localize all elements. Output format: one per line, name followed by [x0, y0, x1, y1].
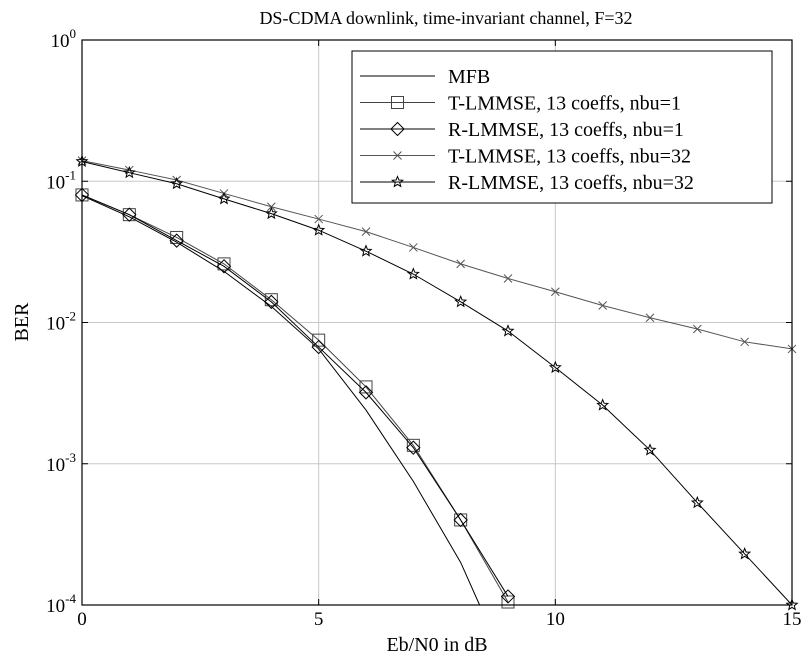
data-point: [406, 438, 420, 452]
legend-marker: [390, 121, 405, 137]
legend: MFB T-LMMSE, 13 coeffs, nbu=1 R-LMMSE, 13 …: [351, 50, 773, 204]
x-tick-label: 15: [783, 609, 802, 630]
data-point: [169, 233, 184, 248]
data-point: [264, 206, 278, 220]
data-point: [314, 214, 324, 224]
y-axis-label: BER: [11, 302, 33, 342]
data-point: [456, 259, 466, 269]
legend-label: T-LMMSE, 13 coeffs, nbu=32: [448, 146, 691, 168]
legend-label: R-LMMSE, 13 coeffs, nbu=1: [448, 119, 684, 141]
x-tick-label: 0: [77, 609, 87, 630]
data-point: [738, 547, 752, 560]
x-tick-label: 5: [314, 609, 324, 630]
data-point: [740, 337, 750, 347]
y-tick-label: 10-1: [46, 167, 76, 193]
legend-entry-2: T-LMMSE, 13 coeffs, nbu=1: [360, 93, 681, 115]
data-point: [596, 398, 610, 411]
data-point: [359, 244, 373, 257]
legend-entry-3: R-LMMSE, 13 coeffs, nbu=1: [360, 119, 684, 141]
data-point: [548, 360, 562, 374]
legend-entry-4: T-LMMSE, 13 coeffs, nbu=32: [360, 146, 691, 168]
data-point: [785, 598, 799, 611]
data-point: [358, 385, 374, 400]
data-point: [170, 176, 184, 190]
legend-label: R-LMMSE, 13 coeffs, nbu=32: [448, 172, 694, 194]
chart-title: DS-CDMA downlink, time-invariant channel…: [259, 8, 632, 28]
series-line: [81, 194, 509, 603]
y-tick-label: 10-3: [46, 450, 76, 476]
data-point: [312, 333, 326, 347]
data-point: [406, 267, 420, 280]
data-point: [264, 294, 279, 310]
x-tick-label: 10: [546, 609, 565, 630]
data-point: [645, 313, 655, 323]
series-line: [81, 194, 509, 597]
y-tick-label: 100: [51, 26, 77, 52]
data-point: [503, 274, 513, 283]
series-line: [81, 195, 481, 606]
data-point: [453, 512, 468, 528]
data-point: [454, 295, 468, 308]
series-layer: [74, 154, 799, 611]
series-line: [81, 161, 793, 606]
data-point: [122, 207, 137, 222]
data-point: [550, 287, 560, 297]
data-point: [690, 495, 704, 509]
series-line: [81, 160, 793, 350]
data-point: [264, 293, 278, 307]
data-point: [122, 165, 136, 179]
data-point: [217, 192, 231, 205]
legend-marker: [390, 175, 405, 188]
series-5: [75, 154, 799, 611]
data-point: [408, 243, 418, 252]
data-point: [598, 301, 608, 310]
legend-entry-5: R-LMMSE, 13 coeffs, nbu=32: [360, 172, 694, 194]
data-point: [311, 339, 326, 355]
series-1: [81, 195, 481, 606]
data-point: [406, 440, 421, 455]
data-point: [692, 324, 702, 334]
data-point: [266, 202, 276, 212]
data-point: [501, 324, 515, 337]
y-tick-label: 10-2: [46, 309, 76, 335]
data-point: [216, 259, 232, 274]
x-axis-label: Eb/N0 in dB: [386, 634, 487, 656]
legend-label: T-LMMSE, 13 coeffs, nbu=1: [448, 93, 681, 115]
legend-entry-1: MFB: [360, 66, 490, 88]
data-point: [643, 443, 657, 456]
axis-ticks: 0 5 10 15 100 10-1 10-2 10-3 10-4: [46, 26, 801, 630]
data-point: [361, 227, 371, 236]
data-point: [217, 257, 231, 271]
legend-marker: [393, 151, 402, 160]
data-point: [500, 589, 516, 604]
legend-marker: [391, 96, 404, 109]
data-point: [312, 223, 326, 236]
y-tick-label: 10-4: [46, 591, 76, 617]
legend-label: MFB: [448, 66, 490, 88]
